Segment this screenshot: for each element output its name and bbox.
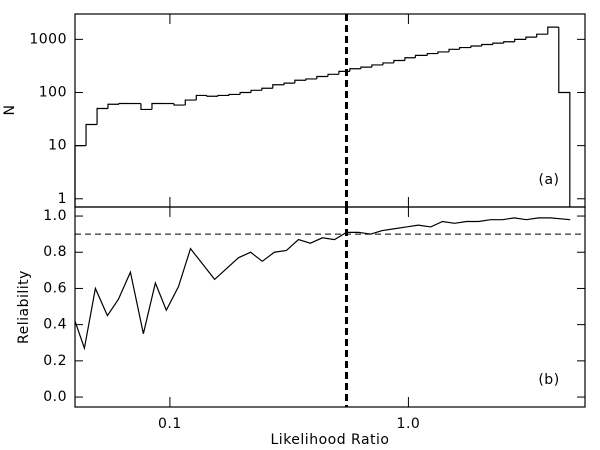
histogram-bin (503, 41, 515, 44)
histogram-bin (525, 36, 537, 40)
y-tick-label: 1 (58, 191, 67, 207)
histogram-bin (239, 91, 252, 95)
histogram-bin (195, 94, 207, 101)
y-tick-label: 1.0 (43, 208, 67, 224)
histogram-bin (481, 43, 493, 46)
y-tick-label: 0.8 (43, 244, 67, 260)
histogram-bin (261, 87, 273, 91)
histogram-bin (404, 57, 416, 61)
histogram-bin (107, 103, 120, 109)
histogram-bin (327, 73, 339, 77)
histogram-bin (250, 89, 262, 93)
histogram-bin (558, 27, 571, 207)
histogram-bin (492, 42, 504, 45)
y-tick-label: 0.2 (43, 353, 67, 369)
histogram-bin (151, 102, 163, 110)
histogram-bin (228, 93, 241, 96)
histogram-bin (118, 102, 130, 105)
histogram-bin (414, 54, 428, 58)
reliability-line (74, 217, 571, 351)
histogram-bin (140, 103, 152, 111)
histogram-bin (206, 95, 218, 97)
histogram-bin (382, 62, 394, 65)
histogram-bin (85, 123, 98, 146)
x-tick-label: 0.1 (158, 416, 182, 432)
histogram-bin (217, 94, 230, 97)
histogram-bin (74, 145, 87, 207)
histogram-bin (437, 51, 450, 54)
y-tick-label: 1000 (29, 31, 67, 47)
histogram-bin (294, 79, 306, 84)
histogram-bin (426, 52, 438, 56)
y-tick-label: 0.6 (43, 280, 67, 296)
y-axis-label: N (2, 105, 18, 116)
plot-frame (74, 13, 586, 208)
histogram-bin (371, 64, 383, 68)
y-tick-label: 0.4 (43, 317, 67, 333)
histogram-bin (349, 68, 361, 72)
histogram-bin (547, 26, 559, 35)
histogram-bin (283, 82, 295, 85)
histogram-bin (536, 33, 548, 38)
histogram-bin (459, 46, 472, 50)
plot-frame (74, 206, 586, 408)
panel-label: (a) (538, 172, 559, 188)
histogram-bin (96, 107, 108, 125)
panel-label: (b) (538, 372, 559, 388)
x-tick-label: 1.0 (397, 416, 421, 432)
histogram-bin (338, 70, 350, 75)
x-axis-label: Likelihood Ratio (271, 432, 390, 448)
histogram-bin (305, 78, 317, 81)
histogram-bin (470, 45, 482, 48)
y-axis-label: Reliability (16, 270, 32, 344)
histogram-bin (514, 38, 526, 42)
histogram-bin (360, 66, 372, 69)
histogram-bin (272, 84, 285, 89)
histogram-bin (173, 103, 186, 106)
y-tick-label: 10 (48, 138, 67, 154)
y-tick-label: 100 (39, 84, 67, 100)
histogram-bin (393, 59, 405, 63)
histogram-bin (448, 48, 460, 52)
histogram-bin (184, 99, 197, 106)
histogram-bin (316, 75, 328, 79)
y-tick-label: 0.0 (43, 389, 67, 405)
